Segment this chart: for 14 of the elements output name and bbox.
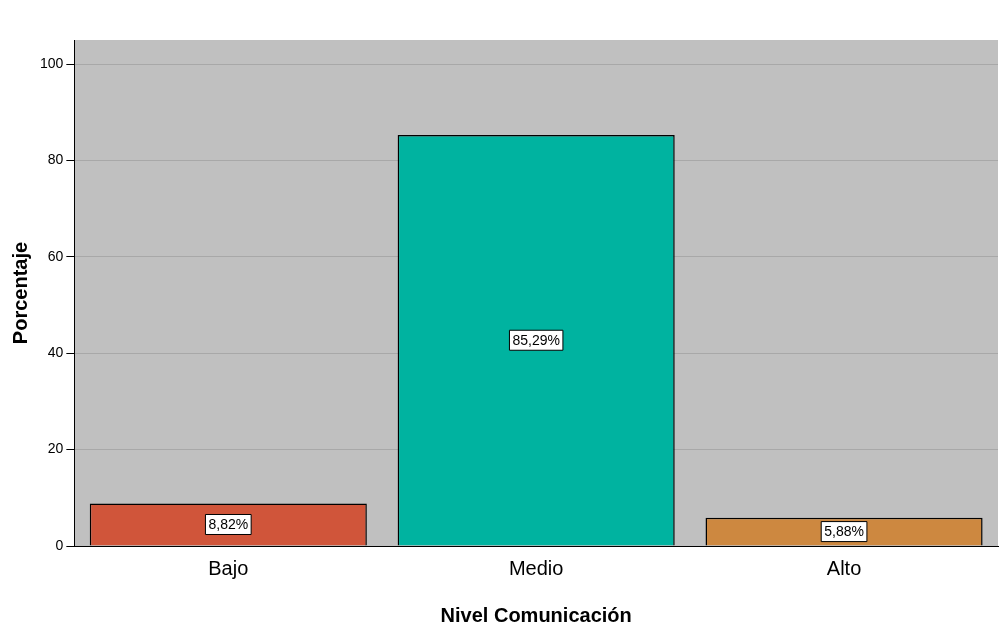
x-tick-label: Bajo	[208, 556, 249, 579]
y-tick-label: 20	[47, 440, 64, 457]
y-tick-label: 0	[55, 536, 64, 553]
y-tick-label: 100	[40, 54, 64, 71]
x-axis-title: Nivel Comunicación	[440, 603, 632, 626]
data-label: 85,29%	[512, 332, 560, 349]
x-tick-label: Alto	[826, 556, 862, 579]
y-tick-label: 60	[47, 247, 64, 264]
x-tick-label: Medio	[508, 556, 564, 579]
data-label: 8,82%	[208, 516, 249, 533]
y-axis-title: Porcentaje	[8, 241, 31, 345]
data-label: 5,88%	[824, 523, 864, 540]
y-tick-label: 80	[47, 151, 64, 168]
y-tick-label: 40	[47, 344, 64, 361]
